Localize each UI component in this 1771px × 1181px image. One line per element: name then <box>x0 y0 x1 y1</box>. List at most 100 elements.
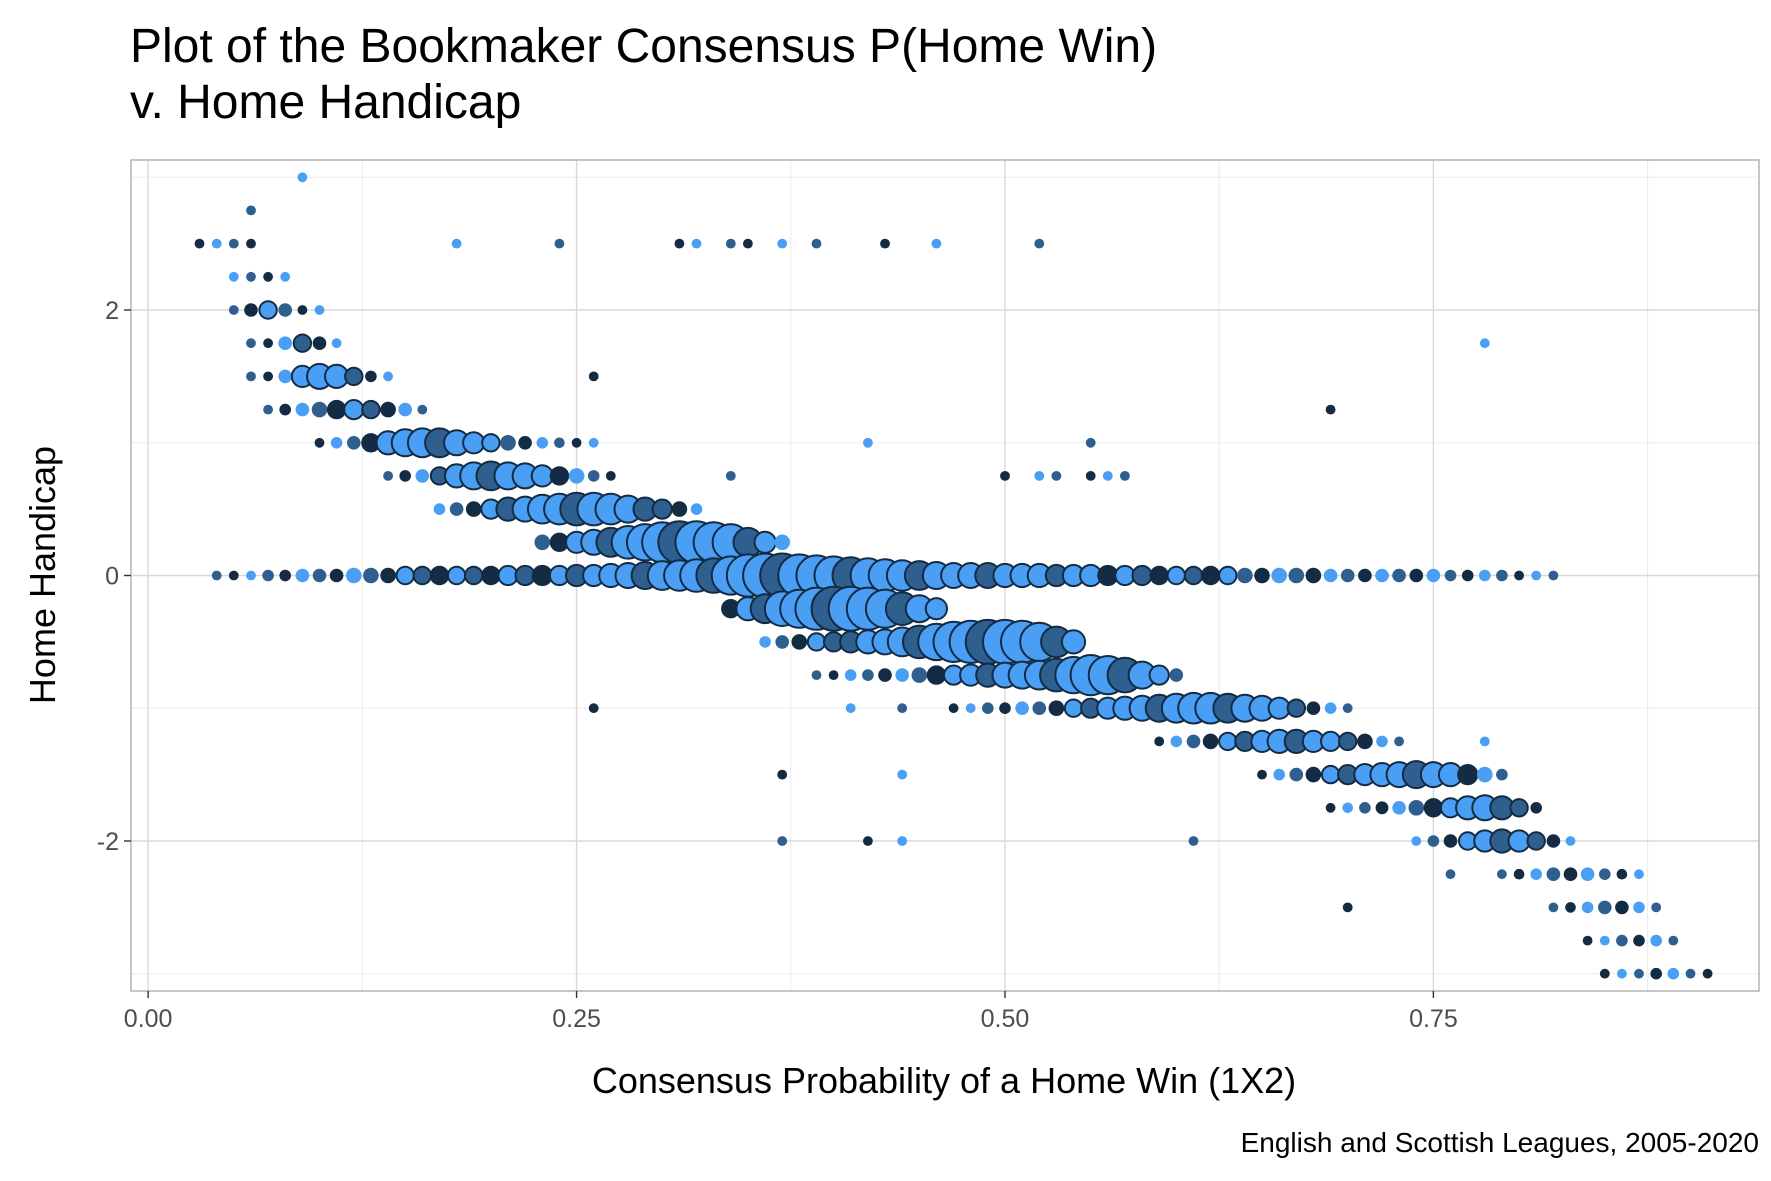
scatter-point <box>753 530 777 554</box>
scatter-point <box>588 703 599 714</box>
scatter-point <box>1651 902 1662 913</box>
scatter-point <box>228 305 239 315</box>
scatter-point <box>690 503 703 515</box>
scatter-point <box>1289 767 1304 782</box>
scatter-point <box>311 401 328 418</box>
scatter-point <box>1667 967 1680 980</box>
scatter-point <box>1479 338 1490 349</box>
scatter-point <box>1616 934 1628 947</box>
scatter-point <box>344 366 364 387</box>
scatter-point <box>383 471 393 481</box>
scatter-point <box>588 371 599 382</box>
scatter-point <box>1650 934 1662 947</box>
scatter-point <box>924 597 949 621</box>
scatter-point <box>1048 700 1065 716</box>
scatter-point <box>1063 698 1084 718</box>
scatter-point <box>571 437 582 448</box>
scatter-point <box>1376 735 1388 748</box>
scatter-point <box>295 568 310 583</box>
scatter-point <box>1633 901 1645 914</box>
scatter-point <box>1000 471 1010 481</box>
scatter-point <box>1148 664 1170 686</box>
scatter-point <box>481 565 501 586</box>
scatter-point <box>759 636 771 648</box>
y-axis-title: Home Handicap <box>22 446 63 704</box>
scatter-point <box>791 634 808 650</box>
scatter-point <box>895 668 909 682</box>
scatter-point <box>194 238 205 249</box>
scatter-point <box>588 437 599 448</box>
scatter-point <box>844 669 857 681</box>
scatter-point <box>1616 868 1628 880</box>
scatter-point <box>246 238 256 249</box>
scatter-point <box>1166 565 1187 586</box>
scatter-point <box>314 305 325 315</box>
scatter-point <box>1202 733 1219 750</box>
scatter-point <box>568 468 585 484</box>
scatter-point <box>343 399 365 421</box>
scatter-point <box>1633 934 1645 947</box>
scatter-point <box>1479 569 1491 582</box>
scatter-point <box>1445 869 1456 880</box>
scatter-point <box>1257 769 1267 780</box>
scatter-point <box>1340 568 1355 583</box>
scatter-point <box>1565 836 1576 846</box>
scatter-point <box>278 336 293 351</box>
scatter-point <box>1530 868 1542 880</box>
scatter-point <box>1131 564 1153 587</box>
scatter-point <box>1325 404 1336 415</box>
scatter-point <box>246 338 256 349</box>
scatter-point <box>605 471 616 481</box>
scatter-point <box>1154 736 1165 747</box>
scatter-point <box>1051 471 1062 481</box>
points-layer <box>194 172 1713 980</box>
scatter-point <box>263 338 273 349</box>
scatter-point <box>1271 567 1287 584</box>
scatter-point <box>1581 901 1594 914</box>
scatter-point <box>1323 568 1338 583</box>
scatter-point <box>1426 568 1441 583</box>
scatter-point <box>449 502 464 516</box>
scatter-point <box>331 338 342 349</box>
scatter-point <box>1218 731 1238 752</box>
scatter-point <box>1509 798 1529 818</box>
scatter-point <box>1548 902 1559 913</box>
scatter-point <box>554 437 565 449</box>
scatter-point <box>330 437 343 449</box>
scatter-point <box>1034 471 1045 481</box>
scatter-point <box>1634 869 1644 880</box>
scatter-point <box>415 469 430 483</box>
scatter-point <box>329 568 344 583</box>
scatter-point <box>1273 768 1285 781</box>
scatter-point <box>1563 867 1578 881</box>
scatter-point <box>1531 570 1542 581</box>
scatter-point <box>263 371 273 382</box>
scatter-point <box>1582 935 1593 946</box>
scatter-point <box>1392 801 1406 815</box>
scatter-point <box>500 435 516 451</box>
scatter-point <box>399 470 412 482</box>
scatter-point <box>1394 736 1404 747</box>
scatter-point <box>549 466 570 486</box>
scatter-point <box>845 703 856 714</box>
scatter-point <box>1183 565 1204 586</box>
scatter-point <box>982 702 994 714</box>
scatter-point <box>1548 570 1559 581</box>
scatter-point <box>1375 801 1389 815</box>
scatter-point <box>1615 900 1629 915</box>
scatter-point <box>380 401 396 418</box>
scatter-point <box>534 534 551 551</box>
scatter-point <box>897 769 908 780</box>
scatter-point <box>246 570 256 581</box>
scatter-point <box>228 570 239 581</box>
scatter-point <box>1513 868 1525 880</box>
scatter-point <box>263 404 273 415</box>
scatter-point <box>897 836 908 846</box>
scatter-point <box>1514 570 1524 581</box>
scatter-point <box>775 635 789 649</box>
scatter-point <box>1580 867 1595 881</box>
scatter-point <box>451 238 462 249</box>
scatter-point <box>279 569 292 582</box>
scatter-point <box>777 836 788 846</box>
scatter-point <box>1188 836 1199 846</box>
